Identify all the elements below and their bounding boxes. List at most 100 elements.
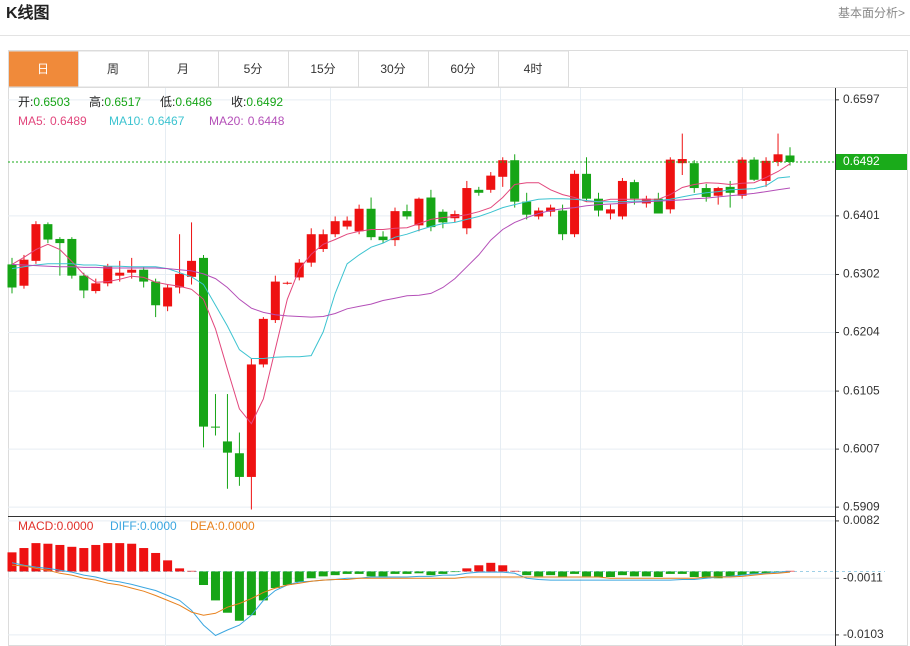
y-tick-label: 0.6597 — [843, 92, 880, 106]
fundamental-link[interactable]: 基本面分析> — [838, 6, 905, 20]
candle-body — [522, 201, 532, 215]
ma-line — [11, 176, 791, 359]
y-tick-label: 0.6204 — [843, 325, 880, 339]
candle-body — [151, 281, 161, 306]
candle-body — [91, 283, 101, 292]
tab-label[interactable]: 15分 — [310, 62, 335, 76]
macd-legend-value: 0.0000 — [57, 519, 94, 533]
tab[interactable] — [8, 50, 79, 88]
macd-bar — [222, 571, 232, 613]
macd-bar — [294, 571, 304, 582]
candle-body — [582, 173, 592, 199]
candle-body — [55, 238, 65, 244]
macd-legend-name: DIFF: — [110, 519, 140, 533]
macd-line — [11, 562, 791, 637]
tab-bar: 日 周 月 5分 15分 30分 60分 4时 — [8, 50, 569, 88]
macd-bar — [665, 571, 675, 574]
macd-legend-value: 0.0000 — [218, 519, 255, 533]
macd-bar — [55, 544, 65, 572]
tab-label[interactable]: 60分 — [450, 62, 475, 76]
candle-body — [378, 236, 388, 241]
tab-label[interactable]: 5分 — [244, 62, 263, 76]
tab[interactable] — [498, 50, 569, 88]
candle-body — [67, 238, 77, 276]
macd-bar — [617, 571, 627, 576]
candle-body — [749, 159, 759, 180]
macd-bar — [629, 571, 639, 577]
macd-bar — [366, 571, 376, 577]
tab-label[interactable]: 月 — [177, 62, 189, 76]
macd-bar — [677, 571, 687, 574]
ohlc-label: 开: — [18, 95, 33, 109]
macd-bar — [43, 543, 53, 572]
macd-bar — [7, 552, 17, 572]
candle-body — [474, 189, 484, 193]
y-tick-label: 0.6007 — [843, 441, 880, 455]
macd-bar — [534, 571, 544, 577]
candle-body — [689, 163, 699, 189]
macd-bar — [91, 544, 101, 572]
macd-bar — [438, 571, 448, 574]
ohlc-item: 高:0.6517 — [89, 94, 141, 109]
macd-bar — [163, 560, 173, 572]
macd-bar — [282, 571, 292, 586]
candle-body — [222, 441, 232, 453]
macd-bar — [79, 548, 89, 572]
candle-body — [605, 209, 615, 214]
ma-legend: MA5: 0.6489 — [18, 114, 87, 128]
macd-bar — [246, 571, 256, 616]
candle-body — [258, 318, 268, 365]
macd-bar — [450, 571, 460, 573]
macd-legend: DEA:0.0000 — [190, 519, 255, 533]
candle-body — [282, 282, 292, 284]
ma-legend-name: MA10: — [109, 114, 144, 128]
macd-bar — [103, 543, 113, 572]
macd-bar — [210, 571, 220, 601]
macd-bar — [115, 543, 125, 572]
candle-body — [546, 207, 556, 212]
ma-legend-name: MA5: — [18, 114, 46, 128]
macd-bar — [139, 548, 149, 572]
macd-bar — [414, 571, 424, 574]
macd-bar — [653, 571, 663, 577]
candle-body — [390, 211, 400, 241]
macd-bar — [689, 571, 699, 577]
candle-body — [7, 264, 17, 288]
last-price-label: 0.6492 — [843, 154, 880, 168]
y-tick-label: 0.6105 — [843, 383, 880, 397]
candle-body — [402, 211, 412, 217]
tab-label[interactable]: 4时 — [524, 62, 543, 76]
candle-body — [498, 160, 508, 177]
macd-bar — [474, 565, 484, 572]
macd-bar — [426, 571, 436, 576]
macd-bar — [199, 571, 209, 586]
candle-body — [342, 220, 352, 227]
macd-bar — [605, 571, 615, 577]
macd-bar — [582, 571, 592, 577]
ohlc-value: 0.6517 — [104, 95, 141, 109]
candle-body — [187, 260, 197, 277]
tab[interactable] — [288, 50, 359, 88]
tab-label[interactable]: 日 — [37, 62, 49, 76]
tab-label[interactable]: 30分 — [380, 62, 405, 76]
ma-legend-value: 0.6467 — [148, 114, 185, 128]
macd-bar — [390, 571, 400, 574]
candle-body — [629, 182, 639, 199]
y-tick-label: 0.5909 — [843, 499, 880, 513]
candle-body — [19, 259, 29, 286]
ohlc-label: 低: — [160, 95, 175, 109]
tab-label[interactable]: 周 — [107, 62, 119, 76]
candle-body — [665, 159, 675, 210]
ma-legend-value: 0.6489 — [50, 114, 87, 128]
macd-bar — [378, 571, 388, 577]
macd-bar — [31, 543, 41, 572]
macd-legend: DIFF:0.0000 — [110, 519, 177, 533]
candle-body — [234, 453, 244, 477]
ohlc-item: 开:0.6503 — [18, 95, 70, 109]
candle-body — [558, 210, 568, 235]
ma-legend: MA20: 0.6448 — [209, 114, 285, 128]
macd-bar — [306, 571, 316, 579]
candle-body — [570, 173, 580, 235]
